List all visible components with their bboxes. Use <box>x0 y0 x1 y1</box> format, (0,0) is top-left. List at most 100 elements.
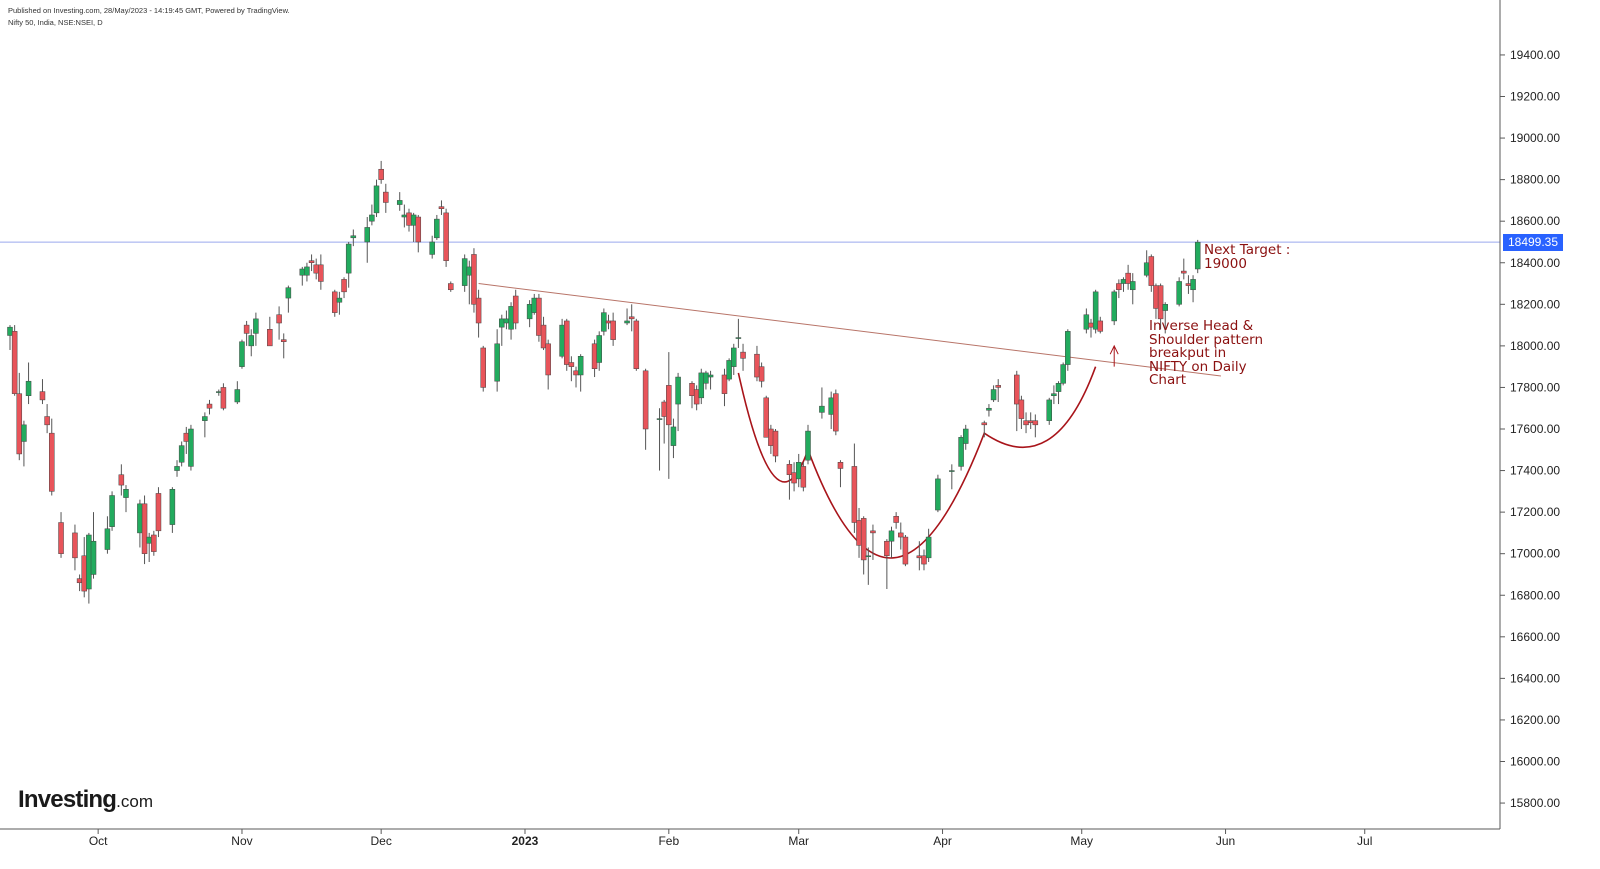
candle-body <box>480 347 486 388</box>
candle <box>7 325 13 351</box>
candle-body <box>707 374 714 378</box>
candle <box>1046 397 1052 425</box>
x-tick-label: May <box>1070 834 1093 848</box>
candle <box>86 532 92 604</box>
candle-body <box>800 466 807 488</box>
candle-body <box>304 266 310 276</box>
candle-body <box>178 445 185 463</box>
candle-body <box>731 347 737 367</box>
candle <box>1018 395 1025 429</box>
candle <box>369 204 375 226</box>
candle <box>721 368 728 407</box>
candle-body <box>916 555 923 559</box>
candle-body <box>698 372 705 399</box>
candle <box>540 316 547 351</box>
candle-body <box>499 318 505 328</box>
candle-body <box>1116 283 1122 291</box>
candle-body <box>81 555 87 592</box>
x-tick-label: Apr <box>933 834 952 848</box>
candle <box>1120 277 1127 292</box>
candle-body <box>1181 270 1187 274</box>
candle-body <box>837 462 844 469</box>
candle <box>434 214 440 240</box>
candle <box>183 426 190 454</box>
candle <box>90 512 97 579</box>
candle-body <box>628 316 635 320</box>
candle <box>949 464 955 490</box>
candle <box>169 487 176 533</box>
candle-body <box>350 235 357 239</box>
candle-body <box>605 320 612 324</box>
candle <box>1027 412 1034 429</box>
candle <box>448 281 454 292</box>
candle-body <box>624 320 630 324</box>
candle-body <box>461 258 468 286</box>
candle-body <box>373 185 380 214</box>
candle <box>763 395 769 438</box>
candle-body <box>475 297 482 324</box>
candle <box>545 339 551 390</box>
candle-body <box>1148 256 1155 286</box>
candle <box>703 370 709 390</box>
y-tick-label: 18800.00 <box>1510 173 1560 187</box>
candle-body <box>1143 262 1150 276</box>
candle-body <box>169 489 176 525</box>
candle <box>568 356 575 382</box>
candle-body <box>1055 383 1062 392</box>
y-tick-label: 16800.00 <box>1510 588 1560 602</box>
candle-body <box>239 341 245 367</box>
candle <box>25 362 32 405</box>
candle <box>656 408 663 471</box>
candle <box>429 235 435 259</box>
candle-body <box>870 530 876 534</box>
candle <box>503 310 510 330</box>
neckline-trendline <box>478 283 1221 377</box>
candle <box>851 443 858 533</box>
candle <box>243 320 250 346</box>
candle <box>475 289 482 338</box>
candle-body <box>865 555 872 558</box>
candle-body <box>884 540 890 557</box>
candle-body <box>563 320 570 365</box>
candle <box>1014 370 1020 432</box>
candle <box>888 526 895 558</box>
candle <box>754 345 760 382</box>
candle <box>898 522 904 550</box>
pattern-annotation: Inverse Head & Shoulder pattern breakput… <box>1149 318 1264 388</box>
candle-body <box>962 428 969 444</box>
candle-body <box>596 335 602 363</box>
candle-body <box>1097 320 1104 332</box>
candle-body <box>703 372 709 384</box>
candle <box>234 381 241 405</box>
candle <box>373 179 380 218</box>
candle-body <box>1125 272 1131 284</box>
candle <box>471 248 477 313</box>
candle-body <box>577 356 584 376</box>
candle <box>308 254 315 272</box>
candle <box>109 491 115 531</box>
candle <box>1162 302 1168 334</box>
candle <box>865 547 872 585</box>
x-tick-label: Dec <box>370 834 391 848</box>
y-tick-label: 19200.00 <box>1510 90 1560 104</box>
candle <box>958 435 964 471</box>
candle-body <box>791 472 797 484</box>
candle-body <box>401 214 408 218</box>
candle <box>675 372 681 432</box>
candle <box>1032 414 1039 438</box>
candle <box>304 262 310 282</box>
candle-body <box>109 495 115 527</box>
candle <box>768 424 774 454</box>
candle <box>137 499 143 548</box>
candle-body <box>276 314 282 324</box>
candle-body <box>151 534 157 552</box>
candle-body <box>396 200 403 205</box>
candle-body <box>1023 420 1029 426</box>
candle-body <box>90 540 97 575</box>
y-tick-label: 16200.00 <box>1510 713 1560 727</box>
candle-body <box>536 297 542 336</box>
candle <box>216 389 222 396</box>
candle-body <box>1065 331 1071 365</box>
candle <box>591 339 598 378</box>
candle-body <box>1088 322 1094 328</box>
